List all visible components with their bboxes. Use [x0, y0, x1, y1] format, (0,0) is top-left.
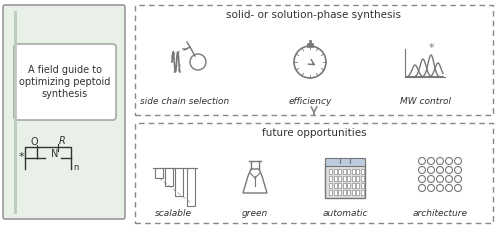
Bar	[338, 190, 341, 195]
Text: n: n	[73, 162, 78, 171]
Bar	[155, 168, 163, 178]
Text: *: *	[18, 152, 24, 162]
Text: solid- or solution-phase synthesis: solid- or solution-phase synthesis	[226, 10, 402, 20]
Bar	[338, 183, 341, 188]
Bar	[347, 190, 350, 195]
Bar	[334, 169, 336, 174]
Bar	[329, 176, 332, 181]
Text: scalable: scalable	[154, 209, 192, 218]
Bar	[360, 176, 364, 181]
Bar	[356, 183, 359, 188]
Bar	[360, 190, 364, 195]
Bar	[352, 169, 354, 174]
Bar	[347, 176, 350, 181]
Bar	[307, 43, 313, 47]
Bar	[356, 190, 359, 195]
Bar	[334, 190, 336, 195]
Bar	[342, 169, 345, 174]
Bar	[334, 183, 336, 188]
Bar	[329, 169, 332, 174]
Bar	[329, 183, 332, 188]
Text: *: *	[428, 43, 434, 53]
Bar	[325, 163, 365, 198]
Bar	[325, 158, 365, 166]
Bar	[329, 190, 332, 195]
Text: green: green	[242, 209, 268, 218]
Text: N: N	[52, 149, 59, 159]
Bar	[356, 169, 359, 174]
Bar	[347, 183, 350, 188]
Bar	[352, 183, 354, 188]
Bar	[360, 183, 364, 188]
Text: efficiency: efficiency	[288, 97, 332, 106]
FancyBboxPatch shape	[3, 5, 125, 219]
Text: side chain selection: side chain selection	[140, 97, 230, 106]
Bar	[165, 168, 173, 186]
Bar	[342, 183, 345, 188]
Text: A field guide to
optimizing peptoid
synthesis: A field guide to optimizing peptoid synt…	[20, 65, 110, 99]
Bar	[342, 190, 345, 195]
Text: MW control: MW control	[400, 97, 450, 106]
Bar	[309, 40, 311, 43]
Bar	[342, 176, 345, 181]
Bar	[347, 169, 350, 174]
Bar	[352, 190, 354, 195]
Bar	[334, 176, 336, 181]
Text: architecture: architecture	[412, 209, 468, 218]
Text: ~: ~	[181, 45, 189, 55]
Bar	[356, 176, 359, 181]
Bar	[352, 176, 354, 181]
Text: future opportunities: future opportunities	[262, 128, 366, 138]
Bar	[175, 168, 183, 196]
FancyBboxPatch shape	[14, 44, 116, 120]
Text: O: O	[30, 137, 38, 147]
Bar	[338, 176, 341, 181]
Bar	[360, 169, 364, 174]
Bar	[338, 169, 341, 174]
Text: automatic: automatic	[322, 209, 368, 218]
Text: R: R	[58, 136, 66, 146]
FancyBboxPatch shape	[135, 123, 493, 223]
Bar	[187, 168, 195, 206]
FancyBboxPatch shape	[135, 5, 493, 115]
